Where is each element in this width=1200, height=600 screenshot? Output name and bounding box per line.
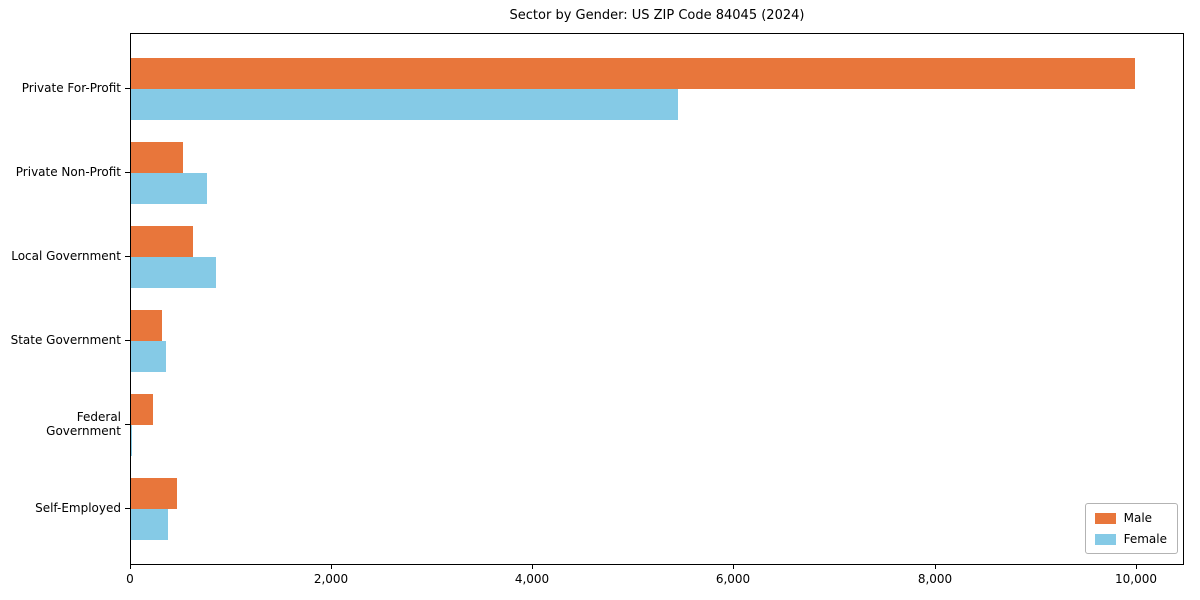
bar-male-federal-government [131,394,153,425]
y-tick-local-government [125,256,130,257]
bar-female-federal-government [131,425,133,456]
bar-female-self-employed [131,509,169,540]
legend-item-female: Female [1094,532,1167,546]
x-tick-0 [130,565,131,569]
y-axis-label-private-for-profit: Private For-Profit [21,81,121,95]
bars-container [131,34,1183,564]
y-axis-label-self-employed: Self-Employed [35,501,121,515]
bar-male-private-for-profit [131,58,1135,89]
x-tick-label-2-000: 2,000 [313,572,349,586]
bar-female-private-non-profit [131,173,208,204]
y-tick-private-non-profit [125,172,130,173]
bar-group-local-government [131,215,1183,299]
bar-male-self-employed [131,478,177,509]
bar-group-private-for-profit [131,47,1183,131]
chart-title: Sector by Gender: US ZIP Code 84045 (202… [509,8,805,23]
bar-male-state-government [131,310,162,341]
y-axis-label-local-government: Local Government [11,249,121,263]
legend: Male Female [1084,503,1178,554]
bar-male-private-non-profit [131,142,184,173]
bar-female-local-government [131,257,217,288]
legend-label-male: Male [1123,511,1153,525]
legend-label-female: Female [1123,532,1167,546]
bar-group-self-employed [131,467,1183,551]
y-tick-self-employed [125,508,130,509]
x-tick-label-6-000: 6,000 [715,572,751,586]
x-tick-4-000 [532,565,533,569]
x-tick-8-000 [935,565,936,569]
bar-group-federal-government [131,383,1183,467]
bar-female-state-government [131,341,166,372]
x-tick-label-8-000: 8,000 [917,572,953,586]
bar-group-state-government [131,299,1183,383]
x-tick-10-000 [1136,565,1137,569]
plot-area: Male Female [130,33,1184,565]
bar-female-private-for-profit [131,89,679,120]
y-tick-private-for-profit [125,88,130,89]
legend-swatch-female [1094,533,1116,545]
y-axis-label-state-government: State Government [10,333,121,347]
legend-item-male: Male [1094,511,1167,525]
x-tick-label-4-000: 4,000 [514,572,550,586]
y-axis-label-federal-government: Federal Government [46,410,121,438]
bar-male-local-government [131,226,194,257]
x-tick-2-000 [331,565,332,569]
bar-group-private-non-profit [131,131,1183,215]
x-tick-label-0: 0 [126,572,134,586]
legend-swatch-male [1094,512,1116,524]
y-tick-federal-government [125,424,130,425]
y-axis-label-private-non-profit: Private Non-Profit [15,165,121,179]
x-tick-6-000 [733,565,734,569]
y-tick-state-government [125,340,130,341]
x-tick-label-10-000: 10,000 [1115,572,1157,586]
